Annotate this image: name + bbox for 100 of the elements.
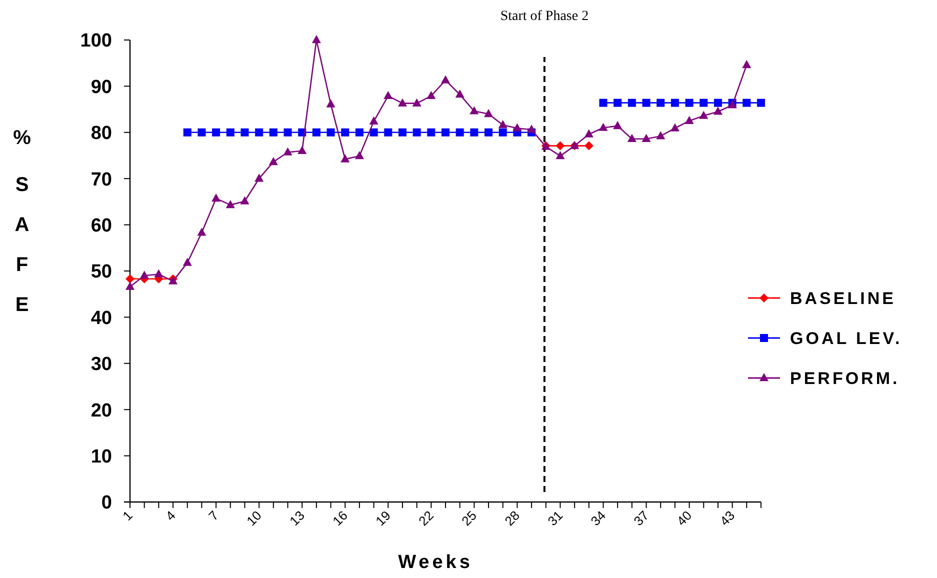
point bbox=[197, 228, 206, 236]
point bbox=[341, 128, 350, 136]
point bbox=[354, 151, 364, 160]
point bbox=[614, 98, 622, 107]
point bbox=[442, 128, 450, 136]
point bbox=[613, 120, 622, 130]
y-tick-label: 10 bbox=[90, 446, 112, 468]
point bbox=[154, 269, 164, 278]
point bbox=[584, 129, 594, 138]
point bbox=[398, 128, 406, 136]
x-tick-label: 16 bbox=[330, 508, 350, 529]
point bbox=[212, 194, 221, 202]
point bbox=[427, 128, 436, 136]
point bbox=[254, 174, 264, 182]
y-tick-label: 40 bbox=[90, 308, 112, 329]
point bbox=[742, 98, 751, 107]
x-tick-label: 7 bbox=[206, 508, 222, 524]
point bbox=[269, 128, 278, 136]
point bbox=[628, 98, 636, 107]
point bbox=[598, 122, 608, 131]
point bbox=[140, 270, 149, 279]
point bbox=[684, 116, 694, 124]
x-tick-label: 1 bbox=[120, 508, 136, 524]
point bbox=[700, 98, 708, 107]
y-tick-label: 80 bbox=[90, 123, 112, 144]
point bbox=[656, 131, 666, 140]
point bbox=[384, 90, 393, 100]
x-tick-label: 10 bbox=[244, 508, 264, 529]
point bbox=[255, 128, 264, 136]
point bbox=[312, 35, 321, 44]
point bbox=[455, 90, 464, 98]
point bbox=[584, 141, 594, 150]
point bbox=[340, 154, 350, 162]
x-tick-label: 34 bbox=[588, 508, 609, 529]
legend-label: PERFORM. bbox=[790, 368, 900, 388]
point bbox=[642, 98, 650, 107]
point bbox=[126, 274, 134, 284]
point bbox=[714, 98, 722, 107]
point bbox=[298, 146, 307, 154]
legend-label: BASELINE bbox=[790, 288, 896, 308]
point bbox=[484, 128, 493, 136]
point bbox=[226, 128, 234, 136]
x-tick-label: 28 bbox=[502, 508, 523, 529]
point bbox=[670, 98, 679, 107]
point bbox=[183, 128, 192, 136]
y-tick-label: 0 bbox=[101, 492, 112, 514]
y-tick-label: 50 bbox=[90, 262, 112, 283]
point bbox=[369, 116, 378, 124]
x-tick-label: 37 bbox=[630, 508, 652, 529]
point bbox=[240, 128, 249, 136]
point bbox=[384, 128, 392, 136]
point bbox=[441, 75, 450, 84]
point bbox=[713, 106, 722, 115]
x-tick-label: 25 bbox=[458, 508, 480, 529]
point bbox=[226, 200, 235, 208]
y-tick-label: 100 bbox=[80, 30, 112, 52]
point bbox=[412, 98, 422, 106]
point bbox=[240, 196, 250, 204]
point bbox=[670, 123, 680, 132]
point bbox=[326, 99, 336, 108]
point bbox=[212, 128, 220, 136]
point bbox=[498, 128, 507, 136]
point bbox=[699, 110, 708, 119]
y-tick-label: 90 bbox=[90, 76, 112, 98]
point bbox=[398, 98, 407, 106]
point bbox=[198, 128, 206, 136]
point bbox=[268, 157, 278, 166]
point bbox=[312, 128, 320, 136]
y-tick-label: 70 bbox=[90, 169, 112, 190]
point bbox=[512, 123, 522, 132]
point bbox=[470, 106, 479, 114]
point bbox=[498, 120, 508, 128]
point bbox=[126, 282, 134, 290]
x-tick-label: 4 bbox=[162, 508, 178, 524]
x-tick-label: 43 bbox=[716, 508, 738, 529]
x-tick-label: 13 bbox=[286, 508, 308, 529]
legend-label: GOAL LEV. bbox=[790, 328, 902, 348]
text: % SAFE bbox=[13, 127, 31, 316]
point bbox=[556, 141, 565, 150]
x-tick-label: 31 bbox=[544, 508, 566, 529]
point bbox=[370, 128, 378, 136]
point bbox=[757, 98, 765, 107]
y-tick-label: 20 bbox=[90, 400, 112, 422]
point bbox=[484, 108, 494, 118]
point bbox=[284, 128, 292, 136]
point bbox=[599, 98, 608, 107]
ref-line-label: Start of Phase 2 bbox=[500, 9, 589, 24]
point bbox=[412, 128, 421, 136]
point bbox=[283, 147, 292, 156]
y-tick-label: 30 bbox=[90, 354, 112, 376]
point bbox=[355, 128, 364, 136]
x-axis-title: Weeks bbox=[398, 552, 473, 573]
point bbox=[742, 60, 752, 68]
point bbox=[627, 134, 636, 142]
point bbox=[470, 128, 478, 136]
point bbox=[685, 98, 694, 107]
point bbox=[642, 134, 651, 142]
x-tick-label: 19 bbox=[372, 508, 394, 529]
point bbox=[326, 128, 335, 136]
point bbox=[426, 90, 436, 100]
